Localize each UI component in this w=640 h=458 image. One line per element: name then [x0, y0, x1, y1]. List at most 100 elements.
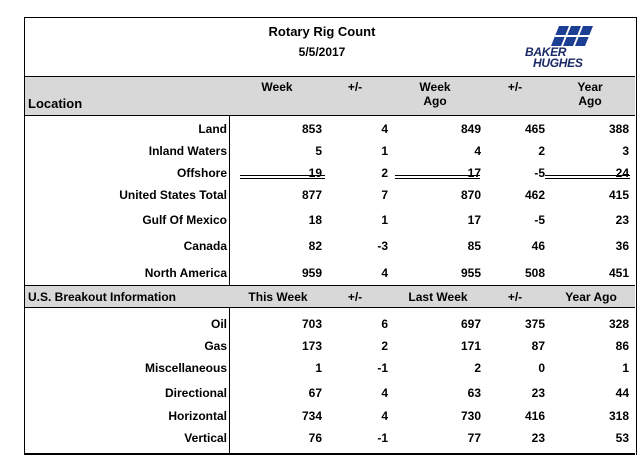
- report-title: Rotary Rig Count: [268, 24, 376, 39]
- change2-column-header: +/-: [507, 80, 523, 94]
- location-chg1-cell: 1: [381, 213, 388, 227]
- breakout-week-ago-cell: 697: [460, 317, 481, 331]
- breakout-chg1-cell: 2: [381, 339, 388, 353]
- last-week-column-header: Last Week: [408, 290, 468, 304]
- location-chg2-cell: 2: [538, 144, 545, 158]
- week-column-header: Week: [261, 80, 293, 94]
- breakout-year-ago-cell: 86: [615, 339, 629, 353]
- week-subtotal-underline: [240, 175, 325, 179]
- location-week-ago-cell: 85: [467, 239, 481, 253]
- location-label-cell: North America: [144, 266, 227, 280]
- location-chg2-cell: 462: [524, 188, 545, 202]
- breakout-chg2-cell: 416: [524, 409, 545, 423]
- breakout-chg1-cell: 4: [381, 409, 388, 423]
- breakout-change1-header: +/-: [347, 290, 363, 304]
- breakout-label-cell: Directional: [164, 386, 227, 400]
- breakout-chg1-cell: 4: [381, 386, 388, 400]
- label-column-divider-lower: [229, 308, 231, 455]
- location-chg2-cell: -5: [534, 213, 545, 227]
- year-ago-column-header-line1: Year: [577, 80, 603, 94]
- location-year-ago-cell: 23: [615, 213, 629, 227]
- breakout-week-ago-cell: 63: [467, 386, 481, 400]
- breakout-change2-header: +/-: [507, 290, 523, 304]
- logo-mark-icon: [551, 26, 593, 46]
- location-chg1-cell: 7: [381, 188, 388, 202]
- breakout-header-band: [25, 285, 635, 308]
- location-week-cell: 19: [308, 166, 322, 180]
- location-week-cell: 853: [301, 122, 322, 136]
- location-column-header: Location: [28, 96, 83, 111]
- breakout-week-cell: 76: [308, 431, 322, 445]
- breakout-chg2-cell: 0: [538, 361, 545, 375]
- location-week-ago-cell: 17: [467, 166, 481, 180]
- breakout-year-ago-cell: 318: [608, 409, 629, 423]
- location-year-ago-cell: 3: [622, 144, 629, 158]
- breakout-chg1-cell: -1: [377, 431, 388, 445]
- location-week-cell: 82: [308, 239, 322, 253]
- logo-line2: HUGHES: [533, 56, 583, 70]
- breakout-chg2-cell: 23: [531, 431, 545, 445]
- location-week-ago-cell: 17: [467, 213, 481, 227]
- location-week-cell: 18: [308, 213, 322, 227]
- breakout-week-cell: 734: [301, 409, 322, 423]
- title-block: Rotary Rig Count 5/5/2017: [24, 24, 614, 59]
- location-week-ago-cell: 955: [460, 266, 481, 280]
- location-week-cell: 959: [301, 266, 322, 280]
- report-date: 5/5/2017: [298, 45, 346, 59]
- location-chg2-cell: 508: [524, 266, 545, 280]
- location-chg1-cell: -3: [377, 239, 388, 253]
- breakout-label-cell: Oil: [210, 317, 227, 331]
- year-ago-column-header-line2: Ago: [578, 94, 602, 108]
- breakout-chg1-cell: -1: [377, 361, 388, 375]
- breakout-chg2-cell: 375: [524, 317, 545, 331]
- location-chg1-cell: 2: [381, 166, 388, 180]
- breakout-chg2-cell: 23: [531, 386, 545, 400]
- breakout-label-cell: Miscellaneous: [144, 361, 227, 375]
- location-chg2-cell: 46: [531, 239, 545, 253]
- breakout-year-ago-cell: 44: [615, 386, 629, 400]
- breakout-week-ago-cell: 171: [460, 339, 481, 353]
- week-ago-column-header-line2: Ago: [423, 94, 447, 108]
- location-year-ago-cell: 451: [608, 266, 629, 280]
- table-frame: [24, 17, 637, 455]
- breakout-column-header: U.S. Breakout Information: [28, 290, 177, 304]
- week-ago-column-header-line1: Week: [419, 80, 451, 94]
- breakout-week-cell: 173: [301, 339, 322, 353]
- location-chg2-cell: 465: [524, 122, 545, 136]
- location-year-ago-cell: 388: [608, 122, 629, 136]
- location-header-band: [25, 76, 635, 116]
- bottom-rule: [25, 453, 635, 455]
- this-week-column-header: This Week: [248, 290, 308, 304]
- breakout-week-cell: 1: [315, 361, 322, 375]
- location-year-ago-cell: 24: [615, 166, 629, 180]
- label-column-divider: [229, 116, 231, 285]
- breakout-label-cell: Gas: [204, 339, 227, 353]
- location-label-cell: Canada: [183, 239, 227, 253]
- breakout-label-cell: Vertical: [184, 431, 227, 445]
- location-label-cell: Land: [198, 122, 227, 136]
- location-chg1-cell: 4: [381, 266, 388, 280]
- breakout-year-ago-cell: 1: [622, 361, 629, 375]
- breakout-label-cell: Horizontal: [168, 409, 227, 423]
- breakout-week-ago-cell: 2: [474, 361, 481, 375]
- location-year-ago-cell: 415: [608, 188, 629, 202]
- baker-hughes-logo: BAKER HUGHES: [525, 26, 605, 70]
- location-label-cell: United States Total: [119, 188, 227, 202]
- location-label-cell: Gulf Of Mexico: [142, 213, 227, 227]
- location-chg2-cell: -5: [534, 166, 545, 180]
- week-ago-subtotal-underline: [395, 175, 480, 179]
- location-label-cell: Offshore: [176, 166, 227, 180]
- breakout-year-ago-header: Year Ago: [565, 290, 617, 304]
- location-year-ago-cell: 36: [615, 239, 629, 253]
- location-chg1-cell: 4: [381, 122, 388, 136]
- breakout-week-ago-cell: 77: [467, 431, 481, 445]
- location-week-ago-cell: 870: [460, 188, 481, 202]
- location-chg1-cell: 1: [381, 144, 388, 158]
- year-ago-subtotal-underline: [545, 175, 630, 179]
- change1-column-header: +/-: [347, 80, 363, 94]
- location-week-ago-cell: 4: [474, 144, 481, 158]
- location-week-ago-cell: 849: [460, 122, 481, 136]
- location-label-cell: Inland Waters: [148, 144, 227, 158]
- breakout-year-ago-cell: 328: [608, 317, 629, 331]
- breakout-chg1-cell: 6: [381, 317, 388, 331]
